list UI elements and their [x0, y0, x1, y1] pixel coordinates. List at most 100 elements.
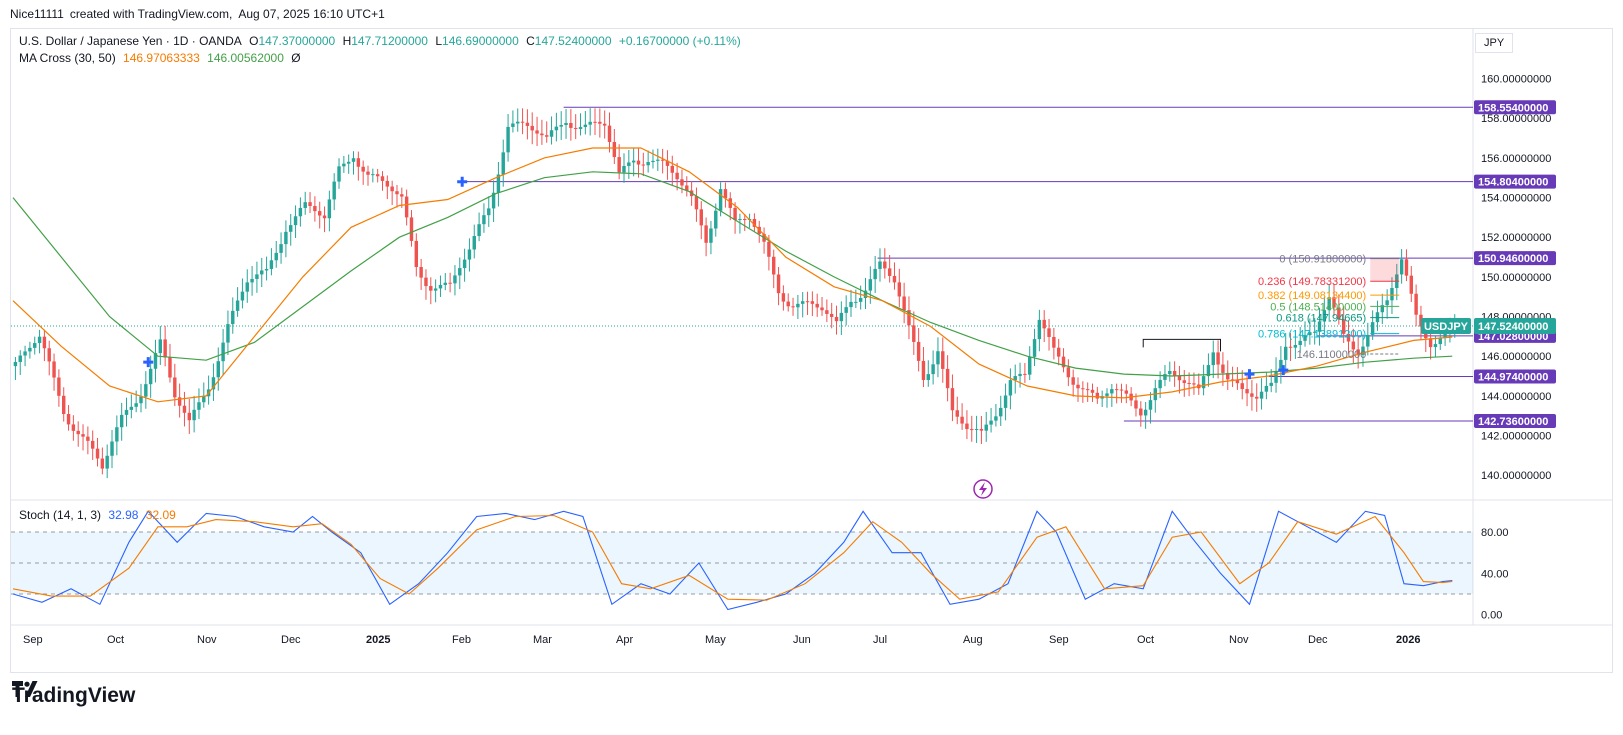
lightning-icon[interactable] — [973, 479, 993, 499]
candle-body — [897, 282, 902, 297]
symbol-tag-label: USDJPY — [1424, 321, 1469, 333]
candle-body — [607, 125, 612, 143]
candles — [13, 108, 1457, 479]
candle-body — [1023, 373, 1027, 375]
chart-header: Nice11111 created with TradingView.com, … — [0, 0, 1623, 28]
candle-body — [168, 357, 172, 378]
stoch-d-line[interactable] — [12, 514, 1453, 601]
candle-body — [1110, 389, 1114, 394]
candle-body — [1114, 389, 1119, 391]
candle-body — [37, 336, 42, 344]
candle-body — [941, 351, 945, 369]
symbol-title[interactable]: U.S. Dollar / Japanese Yen · 1D · OANDA — [19, 34, 242, 48]
candle-body — [1303, 335, 1307, 341]
tradingview-brand[interactable]: TradingView — [12, 684, 136, 707]
author-name[interactable]: Nice11111 — [10, 7, 64, 21]
candle-body — [1264, 385, 1269, 392]
ma-slow-line[interactable] — [12, 171, 1453, 377]
level-price-tag — [1474, 174, 1556, 189]
candle-body — [346, 161, 351, 164]
candle-body — [709, 228, 713, 243]
stoch-k-line[interactable] — [12, 510, 1453, 611]
candle-body — [656, 159, 660, 161]
candle-body — [23, 351, 27, 356]
candle-body — [269, 260, 274, 269]
time-tick-label: Dec — [1308, 634, 1328, 646]
low-value: 146.69000000 — [442, 34, 519, 48]
price-chart[interactable]: 160.00000000 158.00000000 156.00000000 154.… — [11, 29, 1613, 673]
level-price-label: 154.80400000 — [1478, 177, 1548, 189]
horizontal-levels: 158.55400000 154.80400000 150.94600000 147.… — [462, 100, 1556, 428]
candle-body — [1052, 336, 1056, 348]
stoch-indicator-label[interactable]: Stoch (14, 1, 3) — [19, 508, 102, 522]
candle-body — [1032, 339, 1037, 357]
open-label: O — [249, 34, 259, 48]
candle-body — [511, 123, 515, 127]
candle-body — [380, 176, 385, 181]
level-price-label: 150.94600000 — [1478, 253, 1548, 265]
fib-level-label: 0.382 (149.08134400) — [1258, 290, 1366, 302]
candle-body — [1013, 376, 1017, 381]
stoch-tick-label: 40.00 — [1481, 568, 1509, 580]
candle-body — [245, 282, 249, 292]
candle-body — [187, 412, 192, 421]
candle-body — [617, 157, 621, 173]
candle-body — [289, 225, 293, 232]
time-tick-label: Nov — [197, 634, 217, 646]
ma-fast-line[interactable] — [12, 147, 1453, 403]
candle-body — [578, 127, 583, 129]
ma-cross-marker — [143, 357, 154, 368]
candle-body — [81, 434, 85, 437]
candle-body — [303, 202, 307, 208]
ma-indicator-label[interactable]: MA Cross (30, 50) — [19, 51, 116, 65]
candle-body — [1255, 396, 1259, 399]
candle-body — [844, 307, 848, 313]
time-tick-label: May — [705, 634, 726, 646]
candle-body — [1385, 300, 1389, 306]
ma-zero-symbol: Ø — [291, 51, 301, 65]
fib-zone-fill — [1370, 258, 1400, 282]
tradingview-logo-icon — [12, 681, 38, 697]
candle-body — [1134, 400, 1138, 409]
level-price-tag — [1474, 413, 1556, 428]
candle-body — [177, 397, 182, 406]
candle-body — [868, 279, 873, 291]
level-price-label: 142.73600000 — [1478, 416, 1548, 428]
candle-body — [829, 313, 834, 317]
change-value: +0.16700000 (+0.11%) — [618, 34, 741, 48]
candle-body — [665, 160, 670, 166]
candle-body — [1288, 346, 1293, 348]
currency-selector[interactable]: JPY — [1475, 33, 1514, 53]
candle-body — [264, 268, 269, 271]
candle-body — [1177, 375, 1182, 381]
candle-body — [467, 249, 472, 260]
candle-body — [453, 275, 457, 284]
candle-body — [1182, 380, 1186, 383]
chart-container[interactable]: 160.00000000 158.00000000 156.00000000 154.… — [10, 28, 1613, 673]
candle-body — [448, 282, 452, 284]
candle-body — [139, 396, 143, 404]
price-tick-label: 160.00000000 — [1481, 74, 1551, 86]
candle-body — [506, 126, 510, 153]
candle-body — [1018, 373, 1022, 377]
range-bracket[interactable] — [1142, 338, 1221, 352]
candle-body — [960, 416, 964, 424]
candle-body — [332, 181, 336, 200]
candle-body — [1409, 275, 1413, 294]
candle-body — [371, 174, 375, 176]
candle-body — [395, 191, 399, 195]
candle-body — [569, 122, 573, 128]
fib-level-label: 0.618 (147.94665) — [1276, 313, 1366, 325]
candle-body — [685, 185, 689, 191]
fib-retracement[interactable]: 0 (150.91800000) 0.236 (149.78331200) 0.38… — [1258, 254, 1400, 361]
stoch-tick-label: 0.00 — [1481, 610, 1502, 622]
candle-body — [979, 428, 984, 431]
candle-body — [361, 166, 365, 172]
time-tick-label: 2026 — [1396, 634, 1420, 646]
candle-body — [197, 402, 201, 410]
candle-body — [375, 174, 380, 177]
candle-body — [419, 266, 423, 278]
candle-body — [1419, 314, 1423, 327]
candle-body — [892, 275, 897, 283]
ma-slow-value: 146.00562000 — [207, 51, 284, 65]
